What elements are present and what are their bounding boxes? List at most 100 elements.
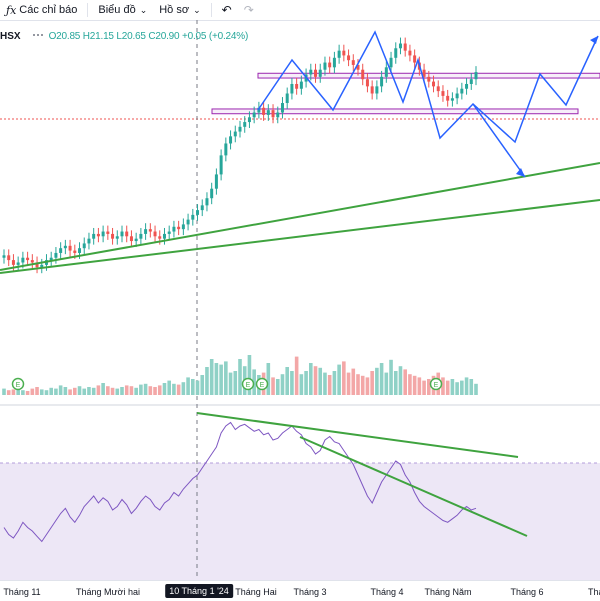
candle-body bbox=[40, 264, 44, 268]
trendlines-layer bbox=[0, 162, 600, 274]
volume-bar bbox=[82, 388, 87, 395]
candle-body bbox=[167, 231, 171, 234]
candle-body bbox=[129, 236, 133, 242]
candle-body bbox=[243, 122, 247, 127]
volume-bar bbox=[460, 380, 464, 395]
x-tick-label: Tháng Năm bbox=[424, 587, 472, 597]
undo-icon: ↶ bbox=[221, 3, 232, 17]
candle-body bbox=[59, 248, 63, 253]
candle-body bbox=[125, 231, 129, 237]
candle-body bbox=[389, 57, 393, 68]
x-tick-label: Tháng 6 bbox=[510, 587, 544, 597]
candle-body bbox=[200, 205, 204, 211]
redo-button[interactable]: ↷ bbox=[238, 0, 260, 20]
projection-arrowhead bbox=[590, 36, 598, 44]
volume-bar bbox=[115, 388, 120, 395]
volume-bar bbox=[252, 369, 256, 395]
candle-body bbox=[342, 50, 346, 56]
x-tick-label: Tháng Hai bbox=[235, 587, 277, 597]
volume-bar bbox=[445, 380, 450, 395]
toolbar-divider bbox=[210, 3, 212, 17]
candle-body bbox=[2, 255, 6, 258]
ohlc-values: O20.85 H21.15 L20.65 C20.90 +0.05 (+0.24… bbox=[48, 30, 249, 42]
redo-icon: ↷ bbox=[243, 3, 254, 17]
volume-bar bbox=[455, 382, 459, 395]
volume-bar bbox=[214, 363, 219, 395]
candle-body bbox=[408, 50, 412, 56]
volume-bar bbox=[91, 387, 96, 395]
volume-bar bbox=[238, 359, 242, 395]
volume-bar bbox=[87, 387, 91, 395]
volume-bar bbox=[35, 387, 39, 395]
x-tick-label: Tháng 4 bbox=[370, 587, 404, 597]
candle-body bbox=[380, 76, 384, 87]
candle-body bbox=[214, 174, 218, 189]
earnings-marker bbox=[429, 377, 443, 391]
more-icon[interactable] bbox=[32, 34, 43, 38]
candle-body bbox=[16, 262, 20, 265]
volume-bar bbox=[379, 363, 384, 395]
volume-bar bbox=[469, 379, 474, 395]
toolbar-divider bbox=[87, 3, 89, 17]
profile-button[interactable]: Hồ sơ ⌄ bbox=[153, 0, 206, 20]
chart-type-button[interactable]: Biểu đồ ⌄ bbox=[92, 0, 153, 20]
candle-body bbox=[191, 214, 195, 220]
volume-bar bbox=[6, 390, 11, 395]
candle-body bbox=[158, 236, 162, 239]
volume-bar bbox=[176, 384, 181, 395]
volume-bar bbox=[39, 389, 44, 395]
volume-bar bbox=[266, 363, 271, 395]
volume-bar bbox=[120, 387, 124, 395]
volume-bar bbox=[167, 380, 171, 395]
candle-body bbox=[365, 79, 369, 87]
candle-body bbox=[314, 69, 318, 77]
candle-body bbox=[398, 43, 402, 49]
candle-body bbox=[375, 86, 379, 94]
volume-bar bbox=[172, 383, 176, 395]
volume-bar bbox=[417, 377, 422, 395]
volume-bar bbox=[422, 380, 426, 395]
volume-bar bbox=[16, 387, 20, 395]
candle-body bbox=[238, 126, 242, 132]
volume-bar bbox=[323, 372, 327, 395]
candle-body bbox=[87, 238, 91, 244]
candle-body bbox=[285, 93, 289, 104]
volume-bar bbox=[205, 367, 209, 395]
candle-body bbox=[337, 50, 341, 58]
volume-bar bbox=[219, 364, 223, 395]
volume-bar bbox=[408, 374, 412, 395]
volume-pane bbox=[2, 355, 478, 395]
undo-button[interactable]: ↶ bbox=[216, 0, 238, 20]
candle-body bbox=[266, 110, 270, 115]
candle-body bbox=[469, 79, 473, 84]
volume-bar bbox=[313, 366, 318, 395]
candle-body bbox=[172, 226, 176, 232]
candle-body bbox=[233, 131, 237, 137]
volume-bar bbox=[195, 380, 200, 395]
volume-bar bbox=[68, 389, 72, 395]
indicators-label: Các chỉ báo bbox=[19, 4, 78, 16]
volume-bar bbox=[181, 382, 186, 395]
candle-body bbox=[153, 231, 157, 237]
candle-body bbox=[460, 88, 464, 94]
indicators-button[interactable]: ƒx Các chỉ báo bbox=[0, 0, 83, 20]
rsi-pane bbox=[3, 412, 528, 543]
earnings-marker bbox=[241, 377, 255, 391]
volume-bar bbox=[200, 375, 205, 395]
volume-bar bbox=[44, 390, 49, 395]
x-tick-label: Tháng Mười hai bbox=[76, 587, 140, 597]
candle-body bbox=[68, 245, 72, 251]
volume-bar bbox=[143, 383, 148, 395]
candle-body bbox=[446, 95, 450, 101]
volume-bar bbox=[134, 387, 138, 395]
volume-bar bbox=[25, 391, 30, 395]
time-axis[interactable]: Tháng 11 Tháng Mười hai 10 Tháng 1 '24 Thán… bbox=[0, 580, 600, 601]
candle-body bbox=[181, 224, 185, 230]
volume-bar bbox=[464, 377, 469, 395]
volume-bar bbox=[398, 366, 403, 395]
candle-body bbox=[73, 250, 77, 253]
rsi-band bbox=[0, 463, 600, 580]
volume-bar bbox=[393, 371, 398, 395]
volume-bar bbox=[247, 355, 252, 395]
